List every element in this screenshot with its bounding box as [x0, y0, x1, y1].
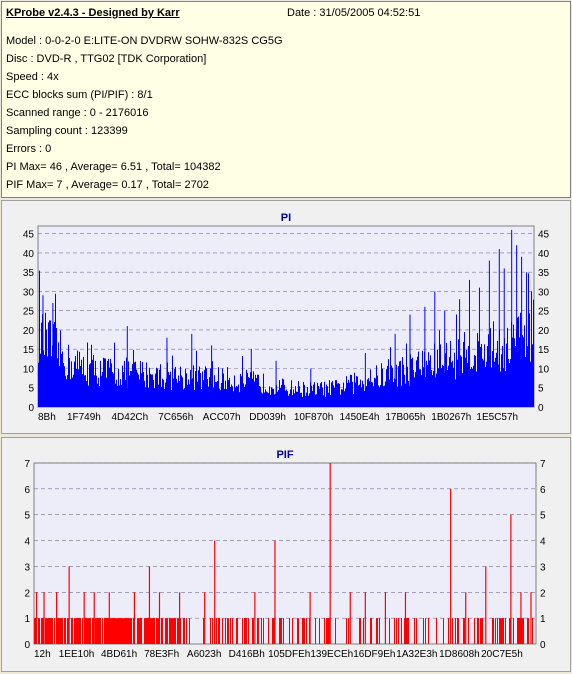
pif-chart: PIF 0 0 1 1 2 2 3 3 4 4 5 5 6 6 7 7 12h 1EE10h 4BD61h 78E3Fh…: [24, 449, 546, 660]
y-tick-label-right: 4: [540, 537, 546, 548]
y-tick-label: 10: [23, 364, 35, 375]
x-tick-label: 7C656h: [158, 412, 193, 423]
pif-summary-line: PIF Max= 7 , Average= 0.17 , Total= 2702: [6, 179, 209, 191]
y-tick-label-right: 10: [538, 364, 550, 375]
x-tick-label: ACC07h: [203, 412, 241, 423]
x-tick-label: 1EE10h: [59, 649, 95, 660]
y-tick-label: 6: [24, 485, 30, 496]
x-tick-label: 17B065h: [385, 412, 425, 423]
y-tick-label: 0: [24, 640, 30, 651]
x-tick-label: 20C7E5h: [481, 649, 523, 660]
plot-area: [33, 462, 537, 645]
y-tick-label-right: 35: [538, 268, 550, 279]
y-tick-label-right: 3: [540, 562, 546, 573]
app-title: KProbe v2.4.3 - Designed by Karr: [6, 7, 180, 19]
pi-summary-line: PI Max= 46 , Average= 6.51 , Total= 1043…: [6, 161, 221, 173]
y-tick-label: 30: [23, 287, 35, 298]
y-tick-label-right: 25: [538, 307, 550, 318]
y-tick-label-right: 2: [540, 588, 546, 599]
y-tick-label: 2: [24, 588, 30, 599]
chart-title: PIF: [276, 449, 293, 461]
x-tick-label: 1B0267h: [431, 412, 471, 423]
pi-chart-panel: PI 0 0 5 5 10 10 15 15 20 20 25 25 30 30 35 35 40 40 45 45 8B…: [1, 200, 571, 434]
x-tick-label: 1E5C57h: [476, 412, 518, 423]
y-tick-label-right: 0: [538, 403, 544, 414]
x-tick-label: DD039h: [249, 412, 286, 423]
scan-date: Date : 31/05/2005 04:52:51: [287, 7, 421, 19]
range-line: Scanned range : 0 - 2176016: [6, 107, 149, 119]
x-tick-label: 4BD61h: [101, 649, 137, 660]
errors-line: Errors : 0: [6, 143, 52, 155]
y-tick-label-right: 40: [538, 249, 550, 260]
disc-line: Disc : DVD-R , TTG02 [TDK Corporation]: [6, 53, 207, 65]
x-tick-label: A6023h: [187, 649, 221, 660]
y-tick-label-right: 5: [538, 384, 544, 395]
y-tick-label: 0: [28, 403, 34, 414]
y-tick-label: 5: [28, 384, 34, 395]
y-tick-label-right: 20: [538, 326, 550, 337]
pi-chart: PI 0 0 5 5 10 10 15 15 20 20 25 25 30 30 35 35 40 40 45 45 8B…: [23, 212, 550, 423]
y-tick-label-right: 1: [540, 614, 546, 625]
y-tick-label-right: 30: [538, 287, 550, 298]
y-tick-label: 1: [24, 614, 30, 625]
y-tick-label: 15: [23, 345, 35, 356]
y-tick-label-right: 15: [538, 345, 550, 356]
ecc-line: ECC blocks sum (PI/PIF) : 8/1: [6, 89, 153, 101]
y-tick-label: 7: [24, 459, 30, 470]
x-tick-label: 1D8608h: [439, 649, 480, 660]
x-tick-label: 8Bh: [38, 412, 56, 423]
y-tick-label: 35: [23, 268, 35, 279]
sampling-line: Sampling count : 123399: [6, 125, 128, 137]
y-tick-label-right: 0: [540, 640, 546, 651]
chart-title: PI: [281, 212, 291, 224]
x-tick-label: D416Bh: [229, 649, 265, 660]
x-tick-label: 16DF9Eh: [353, 649, 395, 660]
y-tick-label: 3: [24, 562, 30, 573]
y-tick-label: 4: [24, 537, 30, 548]
y-tick-label-right: 45: [538, 230, 550, 241]
speed-line: Speed : 4x: [6, 71, 59, 83]
x-tick-label: 1450E4h: [339, 412, 379, 423]
y-tick-label: 45: [23, 230, 35, 241]
pif-chart-panel: PIF 0 0 1 1 2 2 3 3 4 4 5 5 6 6 7 7 12h 1EE10h 4BD61h 78E3Fh…: [1, 437, 571, 672]
x-tick-label: 12h: [34, 649, 51, 660]
y-tick-label: 25: [23, 307, 35, 318]
info-panel: KProbe v2.4.3 - Designed by Karr Date : …: [1, 1, 571, 198]
x-tick-label: 78E3Fh: [144, 649, 179, 660]
x-tick-label: 1F749h: [67, 412, 101, 423]
y-tick-label-right: 6: [540, 485, 546, 496]
x-tick-label: 4D42Ch: [112, 412, 149, 423]
x-tick-label: 1A32E3h: [396, 649, 437, 660]
bars: [38, 229, 534, 407]
y-tick-label-right: 7: [540, 459, 546, 470]
x-tick-label: 10F870h: [294, 412, 333, 423]
y-tick-label: 20: [23, 326, 35, 337]
y-tick-label: 5: [24, 511, 30, 522]
y-tick-label: 40: [23, 249, 35, 260]
bars: [34, 463, 533, 644]
y-tick-label-right: 5: [540, 511, 546, 522]
x-tick-label: 139ECEh: [310, 649, 353, 660]
model-line: Model : 0-0-2-0 E:LITE-ON DVDRW SOHW-832…: [6, 35, 283, 47]
x-tick-label: 105DFEh: [268, 649, 310, 660]
